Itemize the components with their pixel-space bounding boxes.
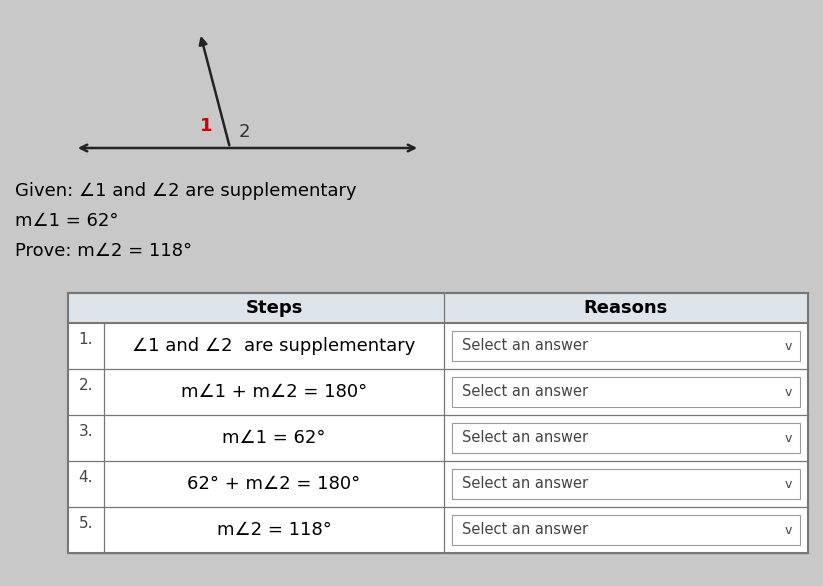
Text: ∠1 and ∠2  are supplementary: ∠1 and ∠2 are supplementary	[133, 337, 416, 355]
Bar	[452, 469, 800, 499]
Text: Reasons: Reasons	[584, 299, 668, 317]
Text: m∠1 = 62°: m∠1 = 62°	[15, 212, 119, 230]
Text: 3.: 3.	[79, 424, 93, 439]
Bar	[68, 293, 808, 553]
Text: 2.: 2.	[79, 378, 93, 393]
Text: Steps: Steps	[245, 299, 303, 317]
Text: 1.: 1.	[79, 332, 93, 347]
Text: m∠2 = 118°: m∠2 = 118°	[216, 521, 332, 539]
Bar	[452, 331, 800, 361]
Text: v: v	[784, 386, 792, 398]
Bar	[68, 293, 808, 553]
Text: v: v	[784, 523, 792, 537]
Bar	[68, 293, 808, 323]
Text: 1: 1	[200, 117, 212, 135]
Text: Select an answer: Select an answer	[462, 431, 588, 445]
Bar	[452, 515, 800, 545]
Bar	[452, 423, 800, 453]
Text: v: v	[784, 339, 792, 353]
Text: 4.: 4.	[79, 470, 93, 485]
Text: Prove: m∠2 = 118°: Prove: m∠2 = 118°	[15, 242, 192, 260]
Text: v: v	[784, 431, 792, 445]
Text: Select an answer: Select an answer	[462, 339, 588, 353]
Text: Select an answer: Select an answer	[462, 476, 588, 492]
Text: 5.: 5.	[79, 516, 93, 531]
Text: m∠1 = 62°: m∠1 = 62°	[222, 429, 326, 447]
Text: 62° + m∠2 = 180°: 62° + m∠2 = 180°	[188, 475, 360, 493]
Text: 2: 2	[238, 123, 249, 141]
Text: Given: ∠1 and ∠2 are supplementary: Given: ∠1 and ∠2 are supplementary	[15, 182, 356, 200]
Text: m∠1 + m∠2 = 180°: m∠1 + m∠2 = 180°	[181, 383, 367, 401]
Text: v: v	[784, 478, 792, 490]
Text: Select an answer: Select an answer	[462, 523, 588, 537]
Bar	[452, 377, 800, 407]
Text: Select an answer: Select an answer	[462, 384, 588, 400]
